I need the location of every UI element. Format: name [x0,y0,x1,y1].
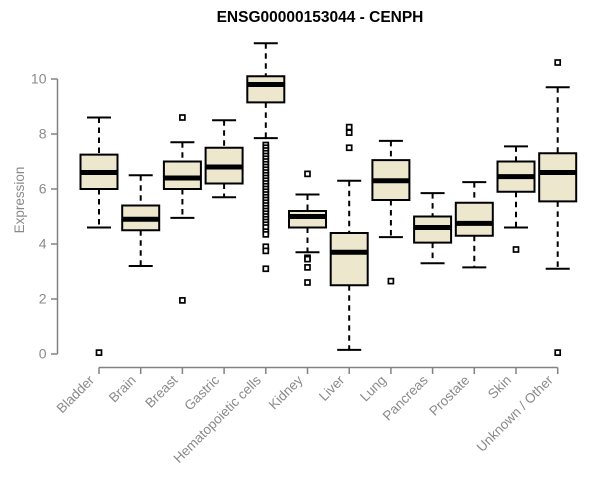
y-axis-label: Expression [12,167,27,234]
outlier-point [179,114,186,121]
outlier-point [304,255,311,263]
outlier-point [304,264,311,271]
x-axis-category-label-lung: Lung [357,373,389,405]
y-axis-tick-label: 0 [39,346,47,362]
box-group-breast [162,114,202,304]
x-axis-category-label-prostate: Prostate [426,373,472,419]
outlier-point [345,129,353,136]
box-group-kidney [288,170,327,286]
x-axis-category-label-bladder: Bladder [54,372,98,416]
x-axis-category-label-skin: Skin [485,373,514,402]
box-group-liver [329,123,369,351]
box-group-pancreas [413,192,453,265]
y-axis-tick-label: 2 [39,291,47,307]
x-axis-category-label-pancreas: Pancreas [380,372,431,423]
box-group-brain [121,174,161,267]
outlier-point [304,170,311,178]
outlier-point [262,247,270,255]
outlier-point [554,59,562,66]
y-axis-tick-label: 10 [31,71,47,87]
box-group-skin [496,145,536,253]
box-group-prostate [454,181,494,269]
outlier-point [554,349,562,356]
box-group-unknown-other [538,59,578,356]
outlier-point [262,231,270,238]
box-group-lung [371,139,411,285]
x-axis-category-label-brain: Brain [106,373,139,406]
box-group-bladder [79,116,119,356]
box-group-gastric [204,119,244,199]
outlier-point [304,279,311,286]
iqr-box [454,201,494,237]
outlier-point [262,265,270,273]
x-axis-category-label-liver: Liver [316,372,348,404]
outlier-point [512,246,520,253]
outlier-point [179,297,186,304]
y-axis-tick-label: 4 [39,236,47,252]
x-axis-category-label-breast: Breast [142,372,180,410]
x-axis-category-label-gastric: Gastric [181,372,222,413]
iqr-box [538,152,578,203]
x-axis-category-label-unknown-other: Unknown / Other [474,372,557,455]
y-axis-tick-label: 6 [39,181,47,197]
iqr-box [162,160,202,190]
iqr-box [246,75,286,104]
outlier-point [387,277,395,285]
box-group-hematopoietic-cells [246,42,286,273]
outlier-point [95,349,103,356]
outlier-point [345,123,353,131]
y-axis-tick-label: 8 [39,126,47,142]
outlier-point [345,144,353,152]
x-axis-category-label-kidney: Kidney [266,372,306,412]
chart-title: ENSG00000153044 - CENPH [217,9,424,26]
iqr-box [288,210,327,229]
iqr-box [329,232,369,287]
